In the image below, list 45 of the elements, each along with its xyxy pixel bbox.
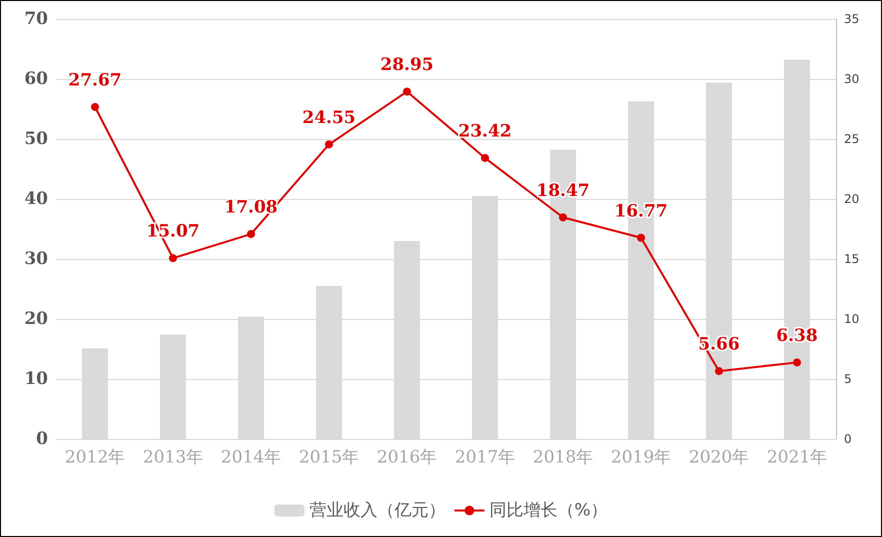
y2-tick-label: 0 <box>844 432 852 446</box>
y-tick-label: 0 <box>36 429 48 449</box>
x-tick-label: 2019年 <box>610 448 672 468</box>
point <box>403 88 411 96</box>
x-tick-label: 2013年 <box>142 448 204 468</box>
data-label: 23.42 <box>458 121 512 142</box>
x-tick-label: 2017年 <box>454 448 516 468</box>
x-tick-label: 2018年 <box>532 448 594 468</box>
data-label: 28.95 <box>380 55 434 76</box>
y-tick-label: 30 <box>24 249 48 269</box>
legend-label: 同比增长（%） <box>489 500 608 520</box>
y-tick-label: 60 <box>24 69 48 89</box>
y-tick-label: 40 <box>24 189 48 209</box>
x-tick-label: 2012年 <box>64 448 126 468</box>
legend-label: 营业收入（亿元） <box>309 500 446 520</box>
point <box>481 154 489 162</box>
y-tick-label: 50 <box>24 129 48 149</box>
y2-tick-label: 25 <box>844 132 860 146</box>
data-label: 16.77 <box>614 201 668 222</box>
data-label: 27.67 <box>68 70 122 90</box>
x-tick-label: 2015年 <box>298 448 360 468</box>
point <box>715 367 723 376</box>
data-label: 6.38 <box>776 326 818 346</box>
x-tick-label: 2020年 <box>688 448 750 468</box>
y2-tick-label: 35 <box>844 12 860 26</box>
point <box>325 140 333 148</box>
y2-tick-label: 10 <box>844 312 860 326</box>
data-label: 24.55 <box>302 108 356 128</box>
point <box>169 254 177 262</box>
y-tick-label: 10 <box>24 369 48 389</box>
y2-tick-label: 30 <box>844 72 860 86</box>
y-tick-label: 70 <box>24 9 48 29</box>
point <box>793 358 801 366</box>
y2-tick-label: 15 <box>844 252 860 266</box>
data-label: 18.47 <box>536 180 590 201</box>
x-tick-label: 2021年 <box>766 448 828 468</box>
y2-tick-label: 20 <box>844 192 860 206</box>
y2-tick-label: 5 <box>844 372 852 386</box>
y-tick-label: 20 <box>24 309 48 329</box>
point <box>637 234 645 242</box>
x-tick-label: 2016年 <box>376 448 438 468</box>
point <box>559 213 567 222</box>
point <box>247 230 255 238</box>
point <box>91 102 99 111</box>
x-tick-label: 2014年 <box>220 448 282 468</box>
